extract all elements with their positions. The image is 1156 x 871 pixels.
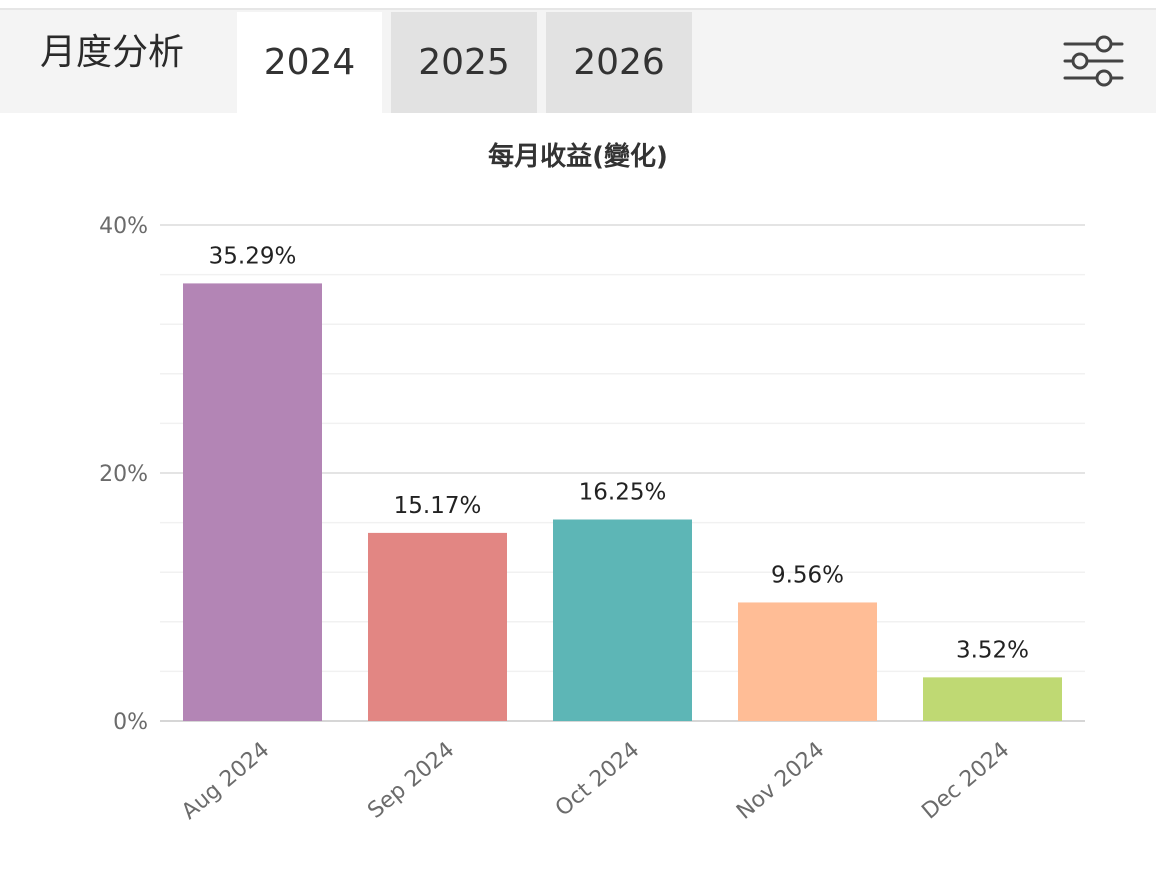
bar: [923, 677, 1062, 721]
y-tick-label: 0%: [113, 710, 148, 735]
bar-value-label: 15.17%: [394, 493, 482, 519]
y-tick-label: 20%: [99, 462, 148, 487]
x-tick-label: Oct 2024: [551, 737, 644, 821]
x-tick-label: Dec 2024: [917, 737, 1014, 824]
x-tick-label: Aug 2024: [177, 737, 274, 824]
y-tick-label: 40%: [99, 214, 148, 239]
bar-value-label: 16.25%: [579, 480, 667, 506]
bar-value-label: 35.29%: [209, 243, 297, 269]
x-tick-label: Nov 2024: [732, 737, 829, 824]
bar: [553, 519, 692, 721]
chart-title: 每月收益(變化): [488, 142, 668, 172]
page-title: 月度分析: [40, 32, 185, 73]
sliders-icon: [1063, 35, 1124, 87]
filter-button[interactable]: [1058, 28, 1128, 94]
tab-2026[interactable]: 2026: [546, 12, 692, 113]
bar: [738, 602, 877, 721]
top-divider: [0, 8, 1156, 10]
tab-2024[interactable]: 2024: [237, 12, 382, 113]
bar: [368, 532, 507, 721]
bar: [183, 283, 322, 721]
tab-2025[interactable]: 2025: [391, 12, 537, 113]
x-tick-label: Sep 2024: [363, 737, 459, 823]
bar-value-label: 3.52%: [956, 637, 1029, 663]
bar-value-label: 9.56%: [771, 562, 844, 588]
